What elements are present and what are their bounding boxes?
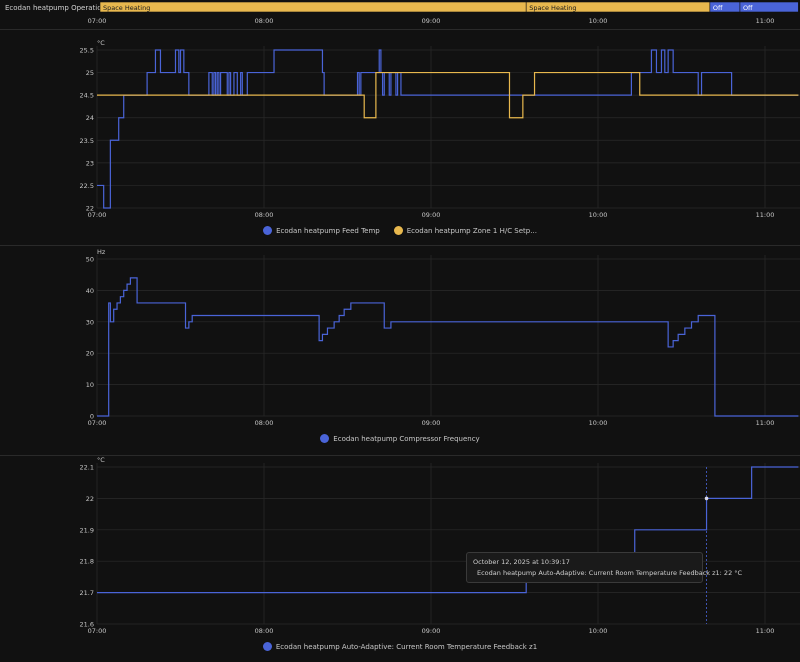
y-tick-label: 23.5 [80, 137, 94, 145]
y-tick-label: 22.1 [80, 464, 94, 472]
x-tick-label: 10:00 [589, 419, 608, 427]
x-tick-label: 07:00 [88, 419, 107, 427]
legend-dot-icon [320, 434, 330, 443]
x-tick-label: 08:00 [255, 627, 274, 635]
timeline-segment-label: Space Heating [529, 4, 576, 12]
y-tick-label: 40 [86, 287, 94, 295]
legend-label: Ecodan heatpump Zone 1 H/C Setp... [406, 226, 537, 235]
x-tick-label: 11:00 [756, 627, 775, 635]
y-unit-label: Hz [97, 248, 106, 256]
y-tick-label: 24.5 [80, 92, 94, 100]
room-temp-legend: Ecodan heatpump Auto-Adaptive: Current R… [0, 642, 800, 651]
x-tick-label: 09:00 [422, 419, 441, 427]
hover-tooltip: October 12, 2025 at 10:39:17 Ecodan heat… [466, 552, 742, 583]
x-tick-label: 07:00 [88, 17, 107, 25]
legend-dot-icon [393, 226, 403, 235]
legend-item-compressor[interactable]: Ecodan heatpump Compressor Frequency [320, 434, 480, 443]
y-tick-label: 21.6 [80, 621, 94, 629]
x-tick-label: 11:00 [756, 419, 775, 427]
hover-point [704, 496, 709, 501]
y-tick-label: 24 [86, 114, 94, 122]
x-tick-label: 09:00 [422, 211, 441, 219]
tooltip-time: October 12, 2025 at 10:39:17 [473, 558, 570, 566]
y-tick-label: 22 [86, 495, 94, 503]
x-tick-label: 11:00 [756, 17, 775, 25]
legend-label: Ecodan heatpump Feed Temp [276, 226, 380, 235]
timeline-segment-label: Space Heating [103, 4, 150, 12]
x-tick-label: 09:00 [422, 627, 441, 635]
series-line [97, 277, 799, 417]
y-tick-label: 25 [86, 69, 94, 77]
x-tick-label: 08:00 [255, 419, 274, 427]
x-tick-label: 10:00 [589, 627, 608, 635]
y-tick-label: 25.5 [80, 47, 94, 55]
x-tick-label: 11:00 [756, 211, 775, 219]
timeline-segment [739, 1, 799, 13]
y-tick-label: 0 [90, 413, 94, 421]
y-tick-label: 23 [86, 159, 94, 167]
timeline-segment [99, 1, 527, 13]
series-line [97, 49, 799, 209]
timeline-segment-label: Off [713, 4, 723, 12]
series-line [97, 71, 799, 119]
y-tick-label: 21.9 [80, 526, 94, 534]
y-tick-label: 21.8 [80, 558, 94, 566]
legend-dot-icon [263, 226, 273, 235]
timeline-segment-label: Off [743, 4, 753, 12]
compressor-frequency-chart: Hz 0 10 20 30 40 50 07:00 08:00 09:00 10:00 11:00 [0, 245, 800, 427]
legend-item-feed-temp[interactable]: Ecodan heatpump Feed Temp [263, 226, 380, 235]
operation-mode-timeline: Ecodan heatpump Operation Mo...Space Hea… [0, 1, 800, 30]
compressor-legend: Ecodan heatpump Compressor Frequency [0, 434, 800, 443]
y-tick-label: 20 [86, 350, 94, 358]
feed-temp-chart: °C 22 22.5 23 23.5 24 24.5 25 25.5 07:00 08:00 09:0… [80, 39, 800, 219]
legend-label: Ecodan heatpump Auto-Adaptive: Current R… [275, 642, 538, 651]
legend-label: Ecodan heatpump Compressor Frequency [333, 434, 480, 443]
tooltip-entry: Ecodan heatpump Auto-Adaptive: Current R… [477, 569, 743, 577]
timeline-label: Ecodan heatpump Operation Mo... [5, 4, 125, 12]
y-unit-label: °C [97, 39, 105, 47]
x-tick-label: 10:00 [589, 17, 608, 25]
x-tick-label: 07:00 [88, 627, 107, 635]
y-tick-label: 10 [86, 381, 94, 389]
y-tick-label: 22 [86, 205, 94, 213]
x-tick-label: 09:00 [422, 17, 441, 25]
legend-item-setpoint[interactable]: Ecodan heatpump Zone 1 H/C Setp... [393, 226, 537, 235]
feed-temp-legend: Ecodan heatpump Feed Temp Ecodan heatpum… [0, 226, 800, 235]
legend-dot-icon [262, 642, 272, 651]
y-tick-label: 50 [86, 256, 94, 264]
y-tick-label: 21.7 [80, 589, 94, 597]
y-unit-label: °C [97, 456, 105, 464]
y-tick-label: 22.5 [80, 182, 94, 190]
x-tick-label: 08:00 [255, 17, 274, 25]
x-tick-label: 10:00 [589, 211, 608, 219]
y-tick-label: 30 [86, 318, 94, 326]
x-tick-label: 08:00 [255, 211, 274, 219]
x-tick-label: 07:00 [88, 211, 107, 219]
legend-item-room-temp[interactable]: Ecodan heatpump Auto-Adaptive: Current R… [262, 642, 538, 651]
